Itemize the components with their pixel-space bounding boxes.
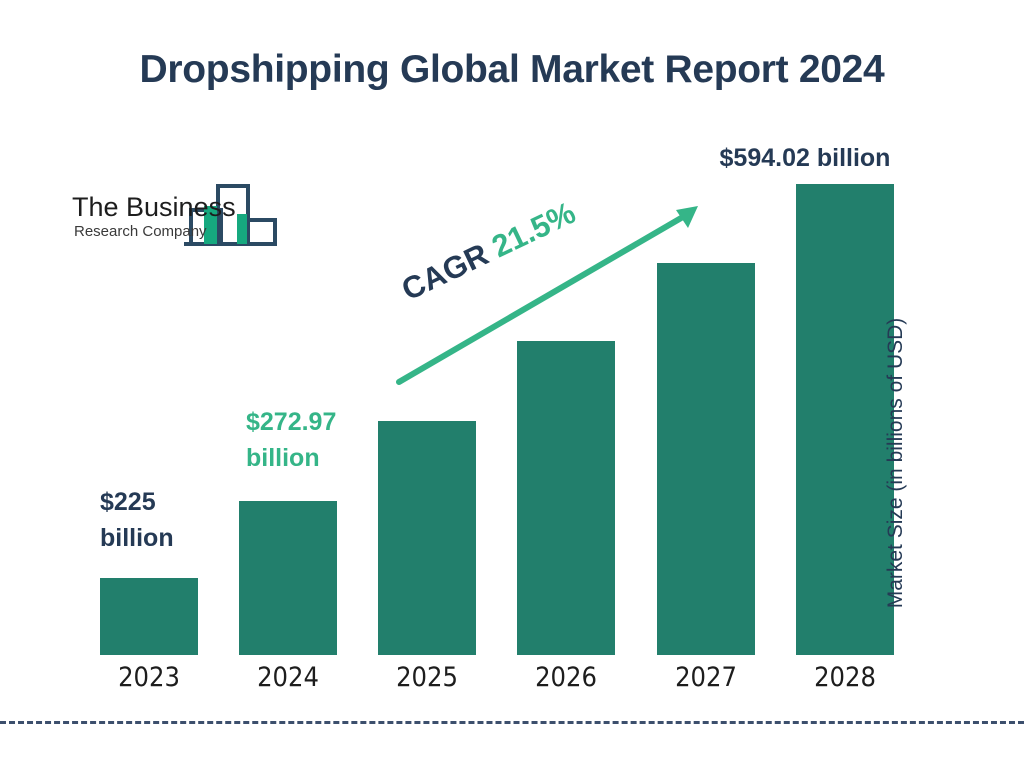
x-axis-label-2027: 2027 <box>675 662 737 693</box>
value-label-2023: $225 billion <box>100 484 230 557</box>
value-label-2023-line1: $225 <box>100 488 156 516</box>
value-label-2024-line2: billion <box>246 444 320 473</box>
x-axis-label-2025: 2025 <box>396 662 458 693</box>
bar-2027 <box>657 263 755 655</box>
value-label-2028-line1: $594.02 billion <box>719 144 891 172</box>
bar-2025 <box>378 421 476 655</box>
x-axis-label-2023: 2023 <box>118 662 180 693</box>
value-label-2028: $594.02 billion <box>660 140 950 176</box>
logo-line-1: The Business <box>72 192 236 222</box>
y-axis-label: Market Size (in billions of USD) <box>884 317 907 609</box>
footer-divider <box>0 721 1024 724</box>
logo-line-2: Research Company <box>74 223 207 240</box>
bar-2024 <box>239 501 337 655</box>
growth-arrow <box>396 206 698 385</box>
value-label-2024: $272.97 billion <box>246 404 381 477</box>
bar-chart-skyline-icon <box>184 184 277 246</box>
x-axis-label-2024: 2024 <box>257 662 319 693</box>
bar-2023 <box>100 578 198 655</box>
x-axis-label-2026: 2026 <box>535 662 597 693</box>
page-title: Dropshipping Global Market Report 2024 <box>139 48 885 91</box>
bar-2028 <box>796 184 894 655</box>
value-label-2023-line2: billion <box>100 524 174 553</box>
x-axis-label-2028: 2028 <box>814 662 876 693</box>
bar-2026 <box>517 341 615 655</box>
company-logo: The Business Research Company <box>72 176 287 252</box>
value-label-2024-line1: $272.97 <box>246 408 337 436</box>
